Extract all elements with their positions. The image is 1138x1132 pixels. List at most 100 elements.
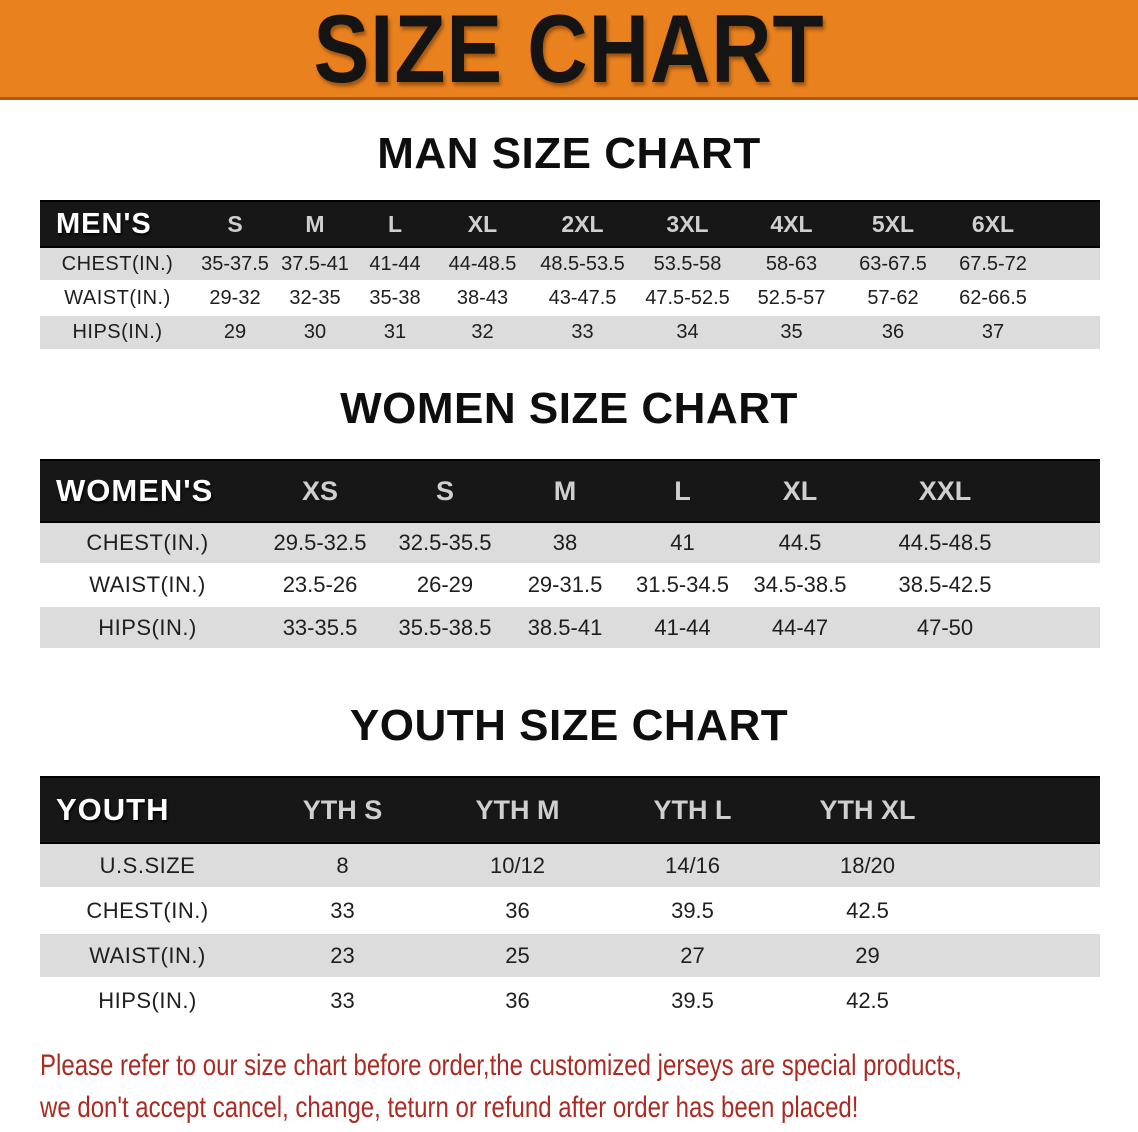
page-title: SIZE CHART — [313, 0, 825, 103]
column-header: S — [385, 459, 505, 523]
size-value: 35 — [780, 321, 803, 343]
size-value: 23.5-26 — [282, 572, 358, 597]
header-spacer — [1043, 200, 1100, 248]
column-header: M — [505, 459, 625, 523]
column-header: YTH M — [430, 776, 605, 844]
size-value: 33-35.5 — [282, 614, 358, 640]
column-header: L — [355, 200, 435, 248]
row-spacer — [1043, 281, 1100, 315]
size-value: 58-63 — [765, 252, 818, 275]
header-spacer — [955, 776, 1100, 844]
size-value: 33 — [330, 988, 355, 1013]
column-header: 2XL — [530, 200, 635, 248]
size-value: 23 — [330, 942, 355, 968]
size-value: 44-47 — [771, 614, 829, 640]
size-value: 26-29 — [416, 572, 474, 597]
youth-group-label: YOUTH — [40, 776, 255, 844]
column-header: YTH XL — [780, 776, 955, 844]
womens-section-title: WOMEN SIZE CHART — [340, 384, 798, 433]
mens-header-row: MEN'S S M L XL 2XL 3XL 4XL 5XL 6XL — [40, 200, 1100, 248]
row-spacer — [955, 843, 1100, 888]
size-value: 25 — [505, 942, 530, 968]
size-value: 30 — [303, 321, 327, 343]
mens-group-label: MEN'S — [40, 200, 195, 248]
size-value: 32-35 — [289, 286, 341, 309]
size-value: 47-50 — [916, 614, 974, 640]
column-header: XL — [435, 200, 530, 248]
size-value: 32.5-35.5 — [398, 530, 492, 555]
table-row: CHEST(IN.) 29.5-32.5 32.5-35.5 38 41 44.5 44.5… — [40, 522, 1100, 564]
row-spacer — [955, 888, 1100, 933]
row-spacer — [955, 978, 1100, 1023]
row-label: CHEST(IN.) — [61, 252, 174, 275]
size-value: 29-32 — [209, 286, 261, 309]
table-row: WAIST(IN.) 23 25 27 29 — [40, 933, 1100, 978]
row-label: WAIST(IN.) — [64, 286, 171, 309]
size-value: 29 — [223, 321, 247, 343]
size-value: 42.5 — [846, 988, 889, 1013]
size-value: 31.5-34.5 — [636, 572, 729, 597]
row-label: HIPS(IN.) — [72, 321, 163, 343]
size-value: 37.5-41 — [281, 252, 349, 275]
row-label: WAIST(IN.) — [89, 572, 206, 597]
size-value: 8 — [336, 852, 349, 878]
column-header: YTH S — [255, 776, 430, 844]
womens-group-label: WOMEN'S — [40, 459, 255, 523]
row-spacer — [1043, 315, 1100, 349]
size-value: 44-48.5 — [448, 252, 517, 275]
column-header: XXL — [860, 459, 1030, 523]
row-label: WAIST(IN.) — [89, 942, 206, 968]
column-header: 3XL — [635, 200, 740, 248]
size-value: 29.5-32.5 — [273, 530, 367, 555]
size-value: 43-47.5 — [548, 286, 617, 309]
size-value: 33 — [330, 897, 355, 923]
table-row: CHEST(IN.) 35-37.5 37.5-41 41-44 44-48.5 48.5… — [40, 247, 1100, 281]
size-value: 39.5 — [671, 897, 714, 923]
row-spacer — [1043, 247, 1100, 281]
size-value: 48.5-53.5 — [540, 252, 625, 275]
column-header: L — [625, 459, 740, 523]
row-spacer — [955, 933, 1100, 978]
row-spacer — [1030, 564, 1100, 606]
column-header: 4XL — [740, 200, 843, 248]
size-value: 36 — [881, 321, 905, 343]
column-header: S — [195, 200, 275, 248]
size-value: 44.5 — [778, 530, 822, 555]
disclaimer: Please refer to our size chart before or… — [40, 1045, 1138, 1129]
size-value: 32 — [471, 321, 494, 343]
table-row: CHEST(IN.) 33 36 39.5 42.5 — [40, 888, 1100, 933]
row-label: HIPS(IN.) — [98, 614, 197, 640]
table-row: U.S.SIZE 8 10/12 14/16 18/20 — [40, 843, 1100, 888]
size-value: 31 — [383, 321, 407, 343]
size-value: 34.5-38.5 — [753, 572, 847, 597]
mens-size-table: MEN'S S M L XL 2XL 3XL 4XL 5XL 6XL CHEST(IN.) 35-37… — [40, 200, 1100, 349]
mens-section-title: MAN SIZE CHART — [377, 129, 761, 178]
table-row: WAIST(IN.) 29-32 32-35 35-38 38-43 43-47.5 47.… — [40, 281, 1100, 315]
youth-header-row: YOUTH YTH S YTH M YTH L YTH XL — [40, 776, 1100, 844]
column-header: M — [275, 200, 355, 248]
size-value: 36 — [505, 897, 530, 923]
size-value: 36 — [505, 988, 530, 1013]
size-value: 41 — [670, 530, 695, 555]
size-value: 38.5-41 — [527, 614, 603, 640]
womens-section: WOMEN SIZE CHART WOMEN'S XS S M L XL XXL CHEST(I… — [0, 385, 1138, 648]
row-label: CHEST(IN.) — [86, 897, 209, 923]
size-value: 62-66.5 — [959, 286, 1027, 309]
size-value: 38.5-42.5 — [898, 572, 992, 597]
row-label: HIPS(IN.) — [98, 988, 197, 1013]
column-header: 6XL — [943, 200, 1043, 248]
size-value: 67.5-72 — [959, 252, 1027, 275]
size-value: 10/12 — [489, 852, 546, 878]
table-row: HIPS(IN.) 33 36 39.5 42.5 — [40, 978, 1100, 1023]
size-value: 29 — [855, 942, 880, 968]
size-value: 53.5-58 — [653, 252, 722, 275]
womens-header-row: WOMEN'S XS S M L XL XXL — [40, 459, 1100, 523]
size-value: 34 — [676, 321, 699, 343]
size-value: 63-67.5 — [859, 252, 927, 275]
size-value: 52.5-57 — [757, 286, 826, 309]
size-value: 47.5-52.5 — [645, 286, 730, 309]
banner: SIZE CHART — [0, 0, 1138, 103]
size-value: 38-43 — [456, 286, 509, 309]
size-value: 35-38 — [369, 286, 421, 309]
